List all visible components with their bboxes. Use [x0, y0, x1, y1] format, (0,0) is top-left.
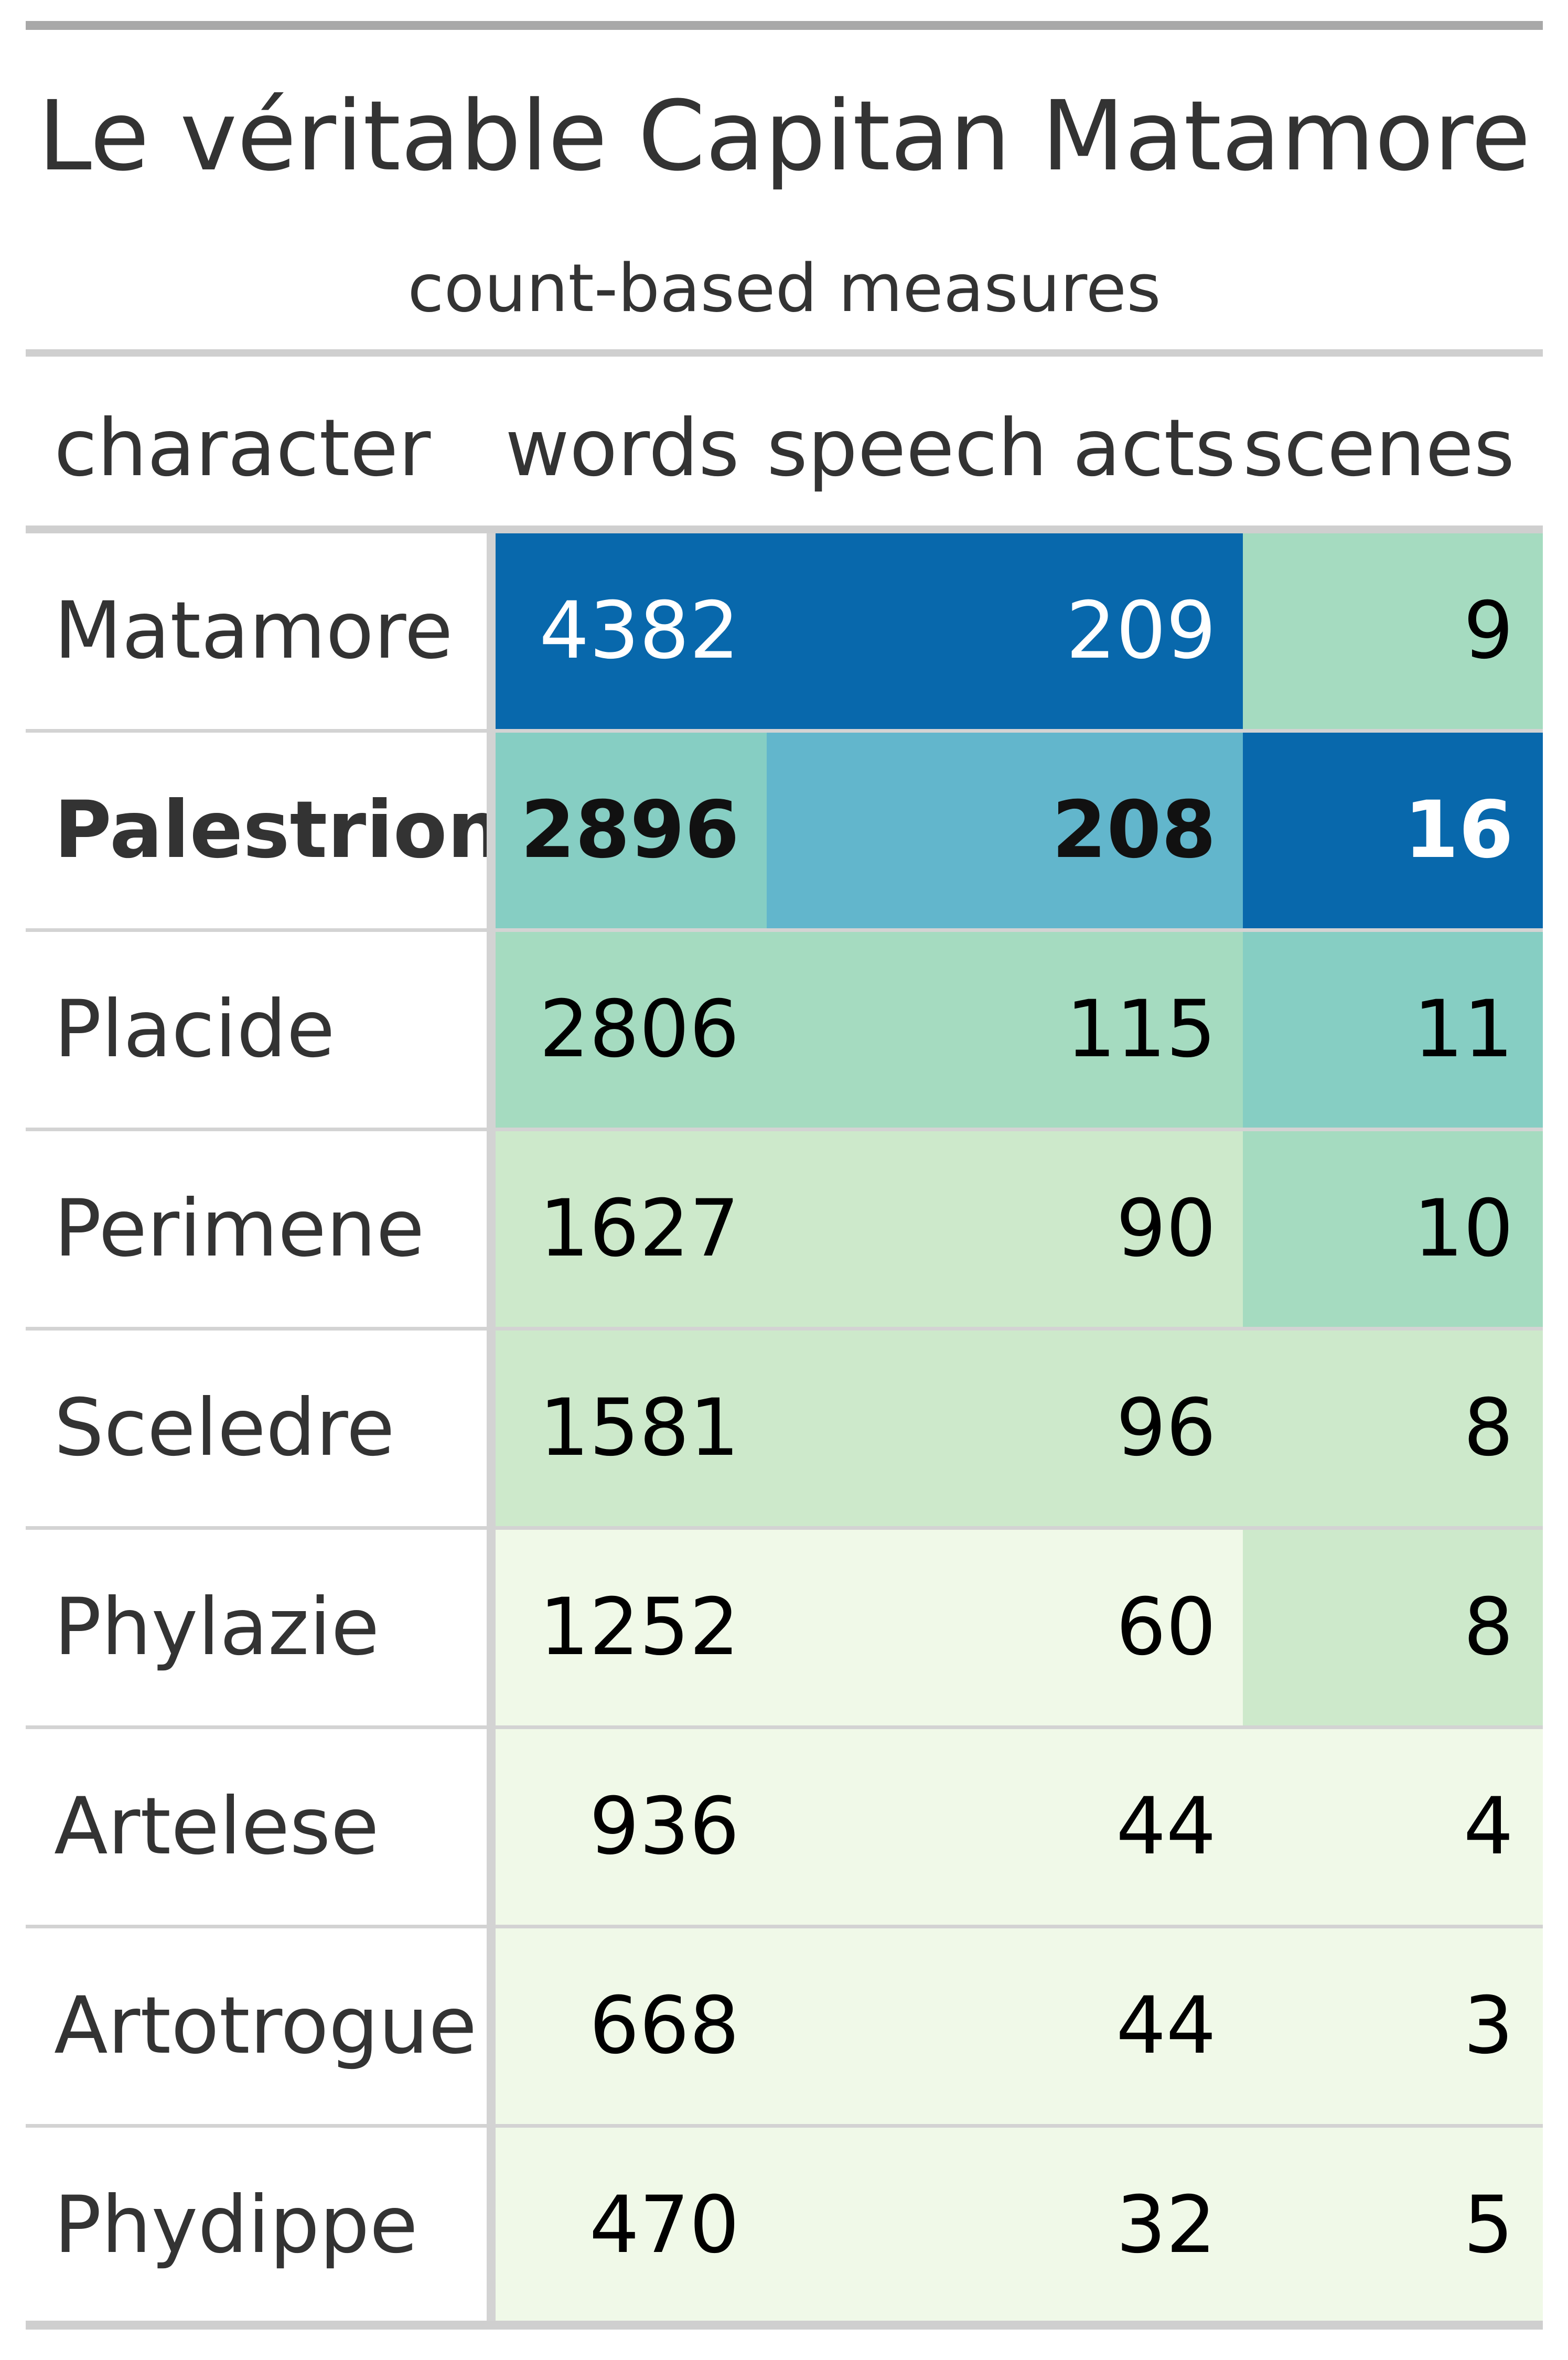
cell-scenes: 11: [1243, 932, 1543, 1128]
column-header-character: character: [54, 403, 431, 494]
cell-speech-acts: 32: [767, 2128, 1243, 2323]
stub-divider: [487, 533, 496, 2323]
row-divider: [26, 729, 1543, 733]
row-label: Sceledre: [54, 1382, 395, 1474]
cell-scenes: 5: [1243, 2128, 1543, 2323]
column-header-speech-acts: speech acts: [767, 403, 1236, 494]
cell-scenes: 8: [1243, 1530, 1543, 1725]
cell-speech-acts: 44: [767, 1729, 1243, 1925]
bottom-rule: [26, 2321, 1543, 2330]
cell-scenes: 4: [1243, 1729, 1543, 1925]
row-label: Perimene: [54, 1183, 425, 1274]
row-divider: [26, 928, 1543, 932]
cell-words: 1627: [496, 1131, 767, 1327]
row-divider: [26, 2124, 1543, 2128]
row-divider: [26, 1925, 1543, 1928]
row-divider: [26, 1128, 1543, 1131]
column-header-scenes: scenes: [1243, 403, 1515, 494]
cell-words: 1581: [496, 1331, 767, 1526]
cell-scenes: 16: [1243, 733, 1543, 928]
cell-speech-acts: 96: [767, 1331, 1243, 1526]
row-label: Placide: [54, 984, 335, 1075]
cell-speech-acts: 115: [767, 932, 1243, 1128]
row-label: Phylazie: [54, 1582, 380, 1673]
cell-speech-acts: 60: [767, 1530, 1243, 1725]
row-label: Artelese: [54, 1781, 379, 1872]
cell-scenes: 10: [1243, 1131, 1543, 1327]
cell-words: 470: [496, 2128, 767, 2323]
cell-speech-acts: 209: [767, 533, 1243, 729]
row-label: Matamore: [54, 585, 453, 677]
header-rule: [26, 349, 1543, 357]
cell-words: 1252: [496, 1530, 767, 1725]
row-divider: [26, 1526, 1543, 1530]
cell-scenes: 3: [1243, 1928, 1543, 2124]
cell-speech-acts: 90: [767, 1131, 1243, 1327]
cell-words: 2806: [496, 932, 767, 1128]
row-label: Artotrogue: [54, 1980, 477, 2072]
row-divider: [26, 1725, 1543, 1729]
row-label: Palestrion: [54, 785, 503, 876]
row-label: Phydippe: [54, 2180, 418, 2271]
table-subtitle: count-based measures: [407, 250, 1161, 327]
cell-scenes: 9: [1243, 533, 1543, 729]
top-rule: [26, 21, 1543, 30]
cell-speech-acts: 208: [767, 733, 1243, 928]
column-header-words: words: [505, 403, 739, 494]
body-top-rule: [26, 525, 1543, 533]
row-divider: [26, 1327, 1543, 1331]
table-title: Le véritable Capitan Matamore: [38, 80, 1531, 192]
cell-speech-acts: 44: [767, 1928, 1243, 2124]
cell-scenes: 8: [1243, 1331, 1543, 1526]
cell-words: 4382: [496, 533, 767, 729]
cell-words: 668: [496, 1928, 767, 2124]
cell-words: 2896: [496, 733, 767, 928]
cell-words: 936: [496, 1729, 767, 1925]
